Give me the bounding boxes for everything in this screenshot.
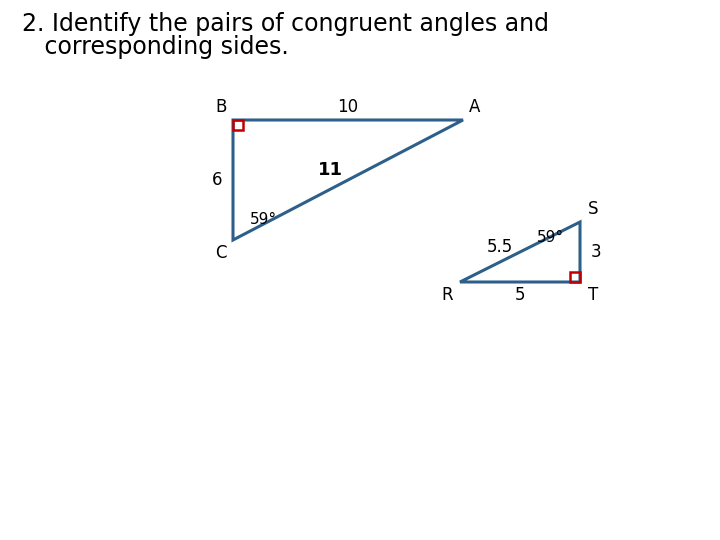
Text: 10: 10 bbox=[338, 98, 359, 116]
Text: 59°: 59° bbox=[249, 213, 276, 227]
Text: 59°: 59° bbox=[536, 231, 564, 246]
Text: 5: 5 bbox=[515, 286, 526, 304]
Text: T: T bbox=[588, 286, 598, 304]
Text: 3: 3 bbox=[590, 243, 601, 261]
Text: R: R bbox=[441, 286, 453, 304]
Text: S: S bbox=[588, 200, 598, 218]
Text: corresponding sides.: corresponding sides. bbox=[22, 35, 289, 59]
Text: A: A bbox=[469, 98, 481, 116]
Text: 11: 11 bbox=[318, 161, 343, 179]
Text: 6: 6 bbox=[212, 171, 222, 189]
Text: 5.5: 5.5 bbox=[487, 238, 513, 256]
Text: C: C bbox=[215, 244, 227, 262]
Text: B: B bbox=[215, 98, 227, 116]
Text: 2. Identify the pairs of congruent angles and: 2. Identify the pairs of congruent angle… bbox=[22, 12, 549, 36]
